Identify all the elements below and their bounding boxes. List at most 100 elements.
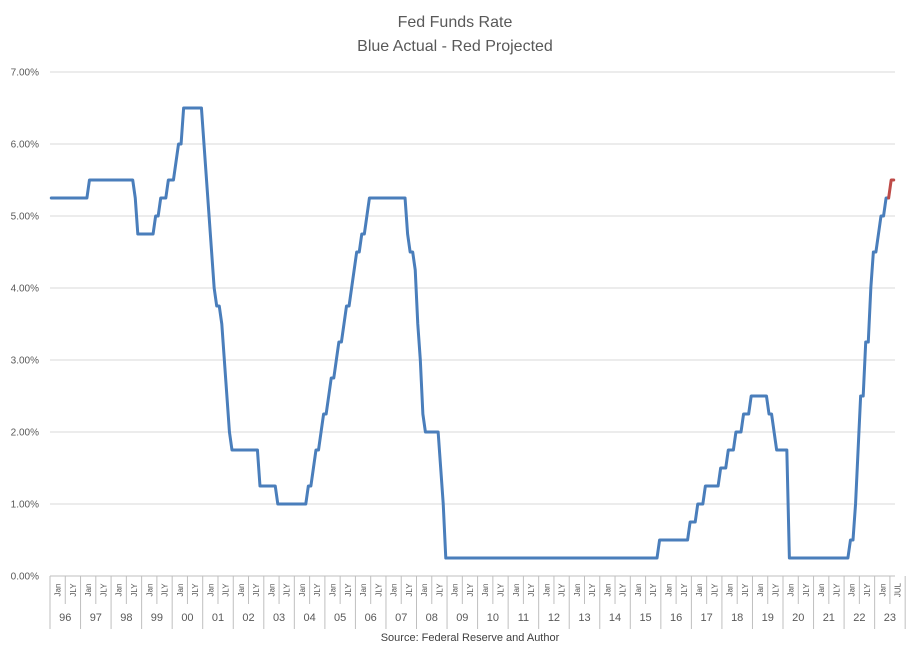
x-month-label: Jan (634, 584, 643, 597)
x-year-label: 11 (518, 612, 529, 624)
x-month-label: JLY (496, 583, 505, 597)
x-year-label: 14 (609, 612, 621, 624)
y-tick-label: 7.00% (11, 68, 39, 79)
grid-lines (50, 71, 895, 505)
x-year-label: 01 (212, 612, 224, 624)
x-year-label: 02 (242, 612, 254, 624)
x-month-label: JLY (130, 583, 139, 597)
x-month-label: Jan (115, 584, 124, 597)
x-month-label: JLY (191, 583, 200, 597)
x-year-label: 20 (792, 612, 804, 624)
y-tick-label: 4.00% (11, 284, 39, 295)
x-year-label: 04 (303, 612, 315, 624)
y-tick-label: 6.00% (11, 140, 39, 151)
x-month-label: Jan (84, 584, 93, 597)
x-month-label: Jan (817, 584, 826, 597)
x-year-label: 22 (853, 612, 865, 624)
x-month-label: Jan (756, 584, 765, 597)
x-month-label: Jan (542, 584, 551, 597)
x-month-label: JLY (649, 583, 658, 597)
x-month-label: Jan (206, 584, 215, 597)
x-month-label: JLY (741, 583, 750, 597)
x-month-label: JLY (771, 583, 780, 597)
x-month-label: JLY (802, 583, 811, 597)
x-year-label: 23 (884, 612, 896, 624)
x-month-label: Jan (451, 584, 460, 597)
x-month-label: Jan (237, 584, 246, 597)
x-year-label: 97 (90, 612, 102, 624)
x-year-label: 99 (151, 612, 163, 624)
x-year-label: 19 (762, 612, 774, 624)
x-month-label: Jan (726, 584, 735, 597)
x-month-label: JLY (405, 583, 414, 597)
x-month-label: JLY (466, 583, 475, 597)
series-line-projected (887, 178, 896, 200)
x-month-label: Jan (145, 584, 154, 597)
x-month-label: Jan (267, 584, 276, 597)
x-year-label: 09 (456, 612, 468, 624)
x-month-label: JLY (344, 583, 353, 597)
x-month-label: Jan (54, 584, 63, 597)
x-month-label: Jan (298, 584, 307, 597)
x-year-label: 98 (120, 612, 132, 624)
x-month-label: JLY (863, 583, 872, 597)
x-year-label: 96 (59, 612, 71, 624)
x-month-label: Jan (573, 584, 582, 597)
x-month-label: Jan (176, 584, 185, 597)
series-line-actual (49, 106, 891, 560)
y-axis-tick-labels: 0.00% 1.00% 2.00% 3.00% 4.00% 5.00% 6.00% 7.00% (11, 68, 39, 583)
x-month-label: Jan (359, 584, 368, 597)
x-month-label: JLY (435, 583, 444, 597)
x-month-label: Jan (512, 584, 521, 597)
x-year-label: 17 (701, 612, 713, 624)
x-month-label: JLY (619, 583, 628, 597)
x-year-label: 00 (181, 612, 193, 624)
x-year-label: 21 (823, 612, 835, 624)
x-month-label: JLY (222, 583, 231, 597)
x-year-label: 07 (395, 612, 407, 624)
x-month-label: JLY (374, 583, 383, 597)
x-year-label: 08 (426, 612, 438, 624)
x-year-label: 06 (365, 612, 377, 624)
x-year-label: 05 (334, 612, 346, 624)
x-month-label: JUL (894, 582, 903, 597)
x-month-label: JLY (99, 583, 108, 597)
series-lines (49, 106, 896, 560)
source-note: Source: Federal Reserve and Author (381, 632, 560, 644)
x-year-label: 16 (670, 612, 682, 624)
x-month-label: JLY (161, 583, 170, 597)
x-month-label: JLY (527, 583, 536, 597)
y-tick-label: 5.00% (11, 212, 39, 223)
x-month-label: Jan (603, 584, 612, 597)
x-month-label: Jan (848, 584, 857, 597)
x-month-label: JLY (588, 583, 597, 597)
x-month-label: Jan (329, 584, 338, 597)
x-year-label: 15 (639, 612, 651, 624)
y-tick-label: 2.00% (11, 428, 39, 439)
chart-title: Fed Funds Rate (398, 14, 513, 31)
x-month-label: Jan (787, 584, 796, 597)
x-month-label: JLY (558, 583, 567, 597)
x-month-label: JLY (252, 583, 261, 597)
x-month-label: Jan (664, 584, 673, 597)
y-tick-label: 0.00% (11, 572, 39, 583)
x-axis: Jan JLY Jan JLY Jan JLY Jan JLY Jan JLY Jan JLY Jan J… (49, 575, 906, 629)
x-year-label: 13 (578, 612, 590, 624)
x-year-label: 12 (548, 612, 560, 624)
x-month-label: JLY (283, 583, 292, 597)
x-month-label: Jan (481, 584, 490, 597)
x-year-label: 18 (731, 612, 743, 624)
x-month-label: JLY (832, 583, 841, 597)
x-month-label: JLY (313, 583, 322, 597)
x-month-label: Jan (420, 584, 429, 597)
x-month-label: JLY (69, 583, 78, 597)
x-year-label: 03 (273, 612, 285, 624)
x-month-label: JLY (710, 583, 719, 597)
y-tick-label: 3.00% (11, 356, 39, 367)
x-month-label: Jan (878, 584, 887, 597)
x-year-label: 10 (487, 612, 499, 624)
x-month-label: Jan (695, 584, 704, 597)
y-tick-label: 1.00% (11, 500, 39, 511)
